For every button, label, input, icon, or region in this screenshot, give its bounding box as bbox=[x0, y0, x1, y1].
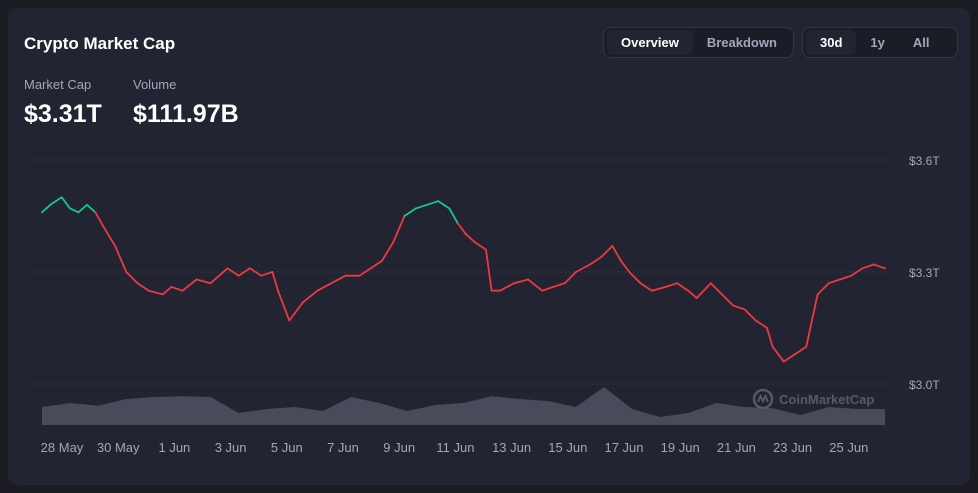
price-segment-down bbox=[652, 287, 666, 291]
x-tick-label: 28 May bbox=[41, 440, 84, 455]
price-segment-up bbox=[438, 201, 449, 208]
x-tick-label: 25 Jun bbox=[829, 440, 868, 455]
price-segment-down bbox=[393, 216, 404, 242]
price-segment-down bbox=[183, 280, 197, 291]
x-tick-label: 9 Jun bbox=[383, 440, 415, 455]
price-segment-down bbox=[733, 306, 744, 310]
price-segment-down bbox=[767, 328, 773, 347]
price-segment-down bbox=[486, 250, 492, 291]
price-segment-up bbox=[50, 197, 61, 205]
watermark: CoinMarketCap bbox=[752, 388, 874, 410]
price-segment-down bbox=[590, 257, 601, 264]
price-segment-down bbox=[104, 227, 115, 246]
x-tick-label: 5 Jun bbox=[271, 440, 303, 455]
price-segment-down bbox=[851, 268, 862, 275]
x-tick-label: 1 Jun bbox=[158, 440, 190, 455]
x-tick-label: 3 Jun bbox=[215, 440, 247, 455]
price-segment-down bbox=[863, 265, 874, 269]
price-segment-down bbox=[711, 283, 722, 294]
x-tick-label: 13 Jun bbox=[492, 440, 531, 455]
price-segment-down bbox=[621, 261, 629, 272]
price-segment-down bbox=[149, 291, 163, 295]
x-tick-label: 11 Jun bbox=[436, 440, 474, 455]
watermark-text: CoinMarketCap bbox=[779, 392, 874, 407]
price-segment-up bbox=[427, 201, 438, 205]
x-tick-label: 30 May bbox=[97, 440, 140, 455]
price-segment-up bbox=[449, 209, 458, 224]
price-segment-down bbox=[138, 283, 149, 291]
price-segment-down bbox=[197, 280, 211, 284]
price-segment-down bbox=[126, 272, 137, 283]
price-segment-down bbox=[163, 287, 172, 295]
price-segment-down bbox=[722, 294, 733, 305]
price-segment-down bbox=[840, 276, 851, 280]
price-segment-down bbox=[641, 283, 652, 291]
price-segment-up bbox=[70, 209, 78, 213]
price-segment-down bbox=[250, 268, 261, 275]
price-segment-up bbox=[416, 205, 427, 209]
price-segment-down bbox=[500, 283, 514, 291]
x-tick-label: 15 Jun bbox=[548, 440, 587, 455]
price-segment-down bbox=[688, 291, 696, 298]
price-segment-down bbox=[542, 287, 553, 291]
price-segment-down bbox=[261, 272, 272, 276]
price-segment-down bbox=[317, 283, 331, 291]
price-segment-down bbox=[601, 246, 612, 257]
price-segment-down bbox=[95, 212, 103, 227]
price-segment-down bbox=[466, 235, 474, 242]
y-tick-label: $3.0T bbox=[909, 378, 940, 392]
x-tick-label: 17 Jun bbox=[604, 440, 643, 455]
price-segment-down bbox=[239, 268, 250, 275]
price-segment-down bbox=[745, 309, 756, 320]
coinmarketcap-logo-icon bbox=[752, 388, 774, 410]
x-tick-label: 19 Jun bbox=[661, 440, 700, 455]
price-segment-down bbox=[784, 354, 795, 362]
price-segment-down bbox=[666, 283, 677, 287]
price-segment-down bbox=[612, 246, 621, 261]
price-segment-down bbox=[171, 287, 182, 291]
price-segment-down bbox=[677, 283, 688, 291]
price-segment-up bbox=[87, 205, 95, 213]
price-segment-down bbox=[773, 347, 784, 362]
price-segment-down bbox=[697, 283, 711, 298]
price-segment-down bbox=[331, 276, 345, 284]
price-segment-down bbox=[576, 265, 590, 273]
price-segment-down bbox=[458, 224, 466, 235]
x-tick-label: 21 Jun bbox=[717, 440, 756, 455]
price-segment-down bbox=[553, 283, 564, 287]
y-tick-label: $3.6T bbox=[909, 154, 940, 168]
x-tick-label: 7 Jun bbox=[327, 440, 359, 455]
x-tick-label: 23 Jun bbox=[773, 440, 812, 455]
price-segment-up bbox=[62, 197, 70, 208]
price-segment-up bbox=[79, 205, 88, 213]
price-segment-down bbox=[303, 291, 317, 302]
price-segment-up bbox=[42, 205, 50, 213]
price-segment-down bbox=[289, 302, 303, 321]
price-segment-down bbox=[382, 242, 393, 261]
price-segment-down bbox=[115, 246, 126, 272]
price-segment-up bbox=[405, 209, 416, 217]
price-segment-down bbox=[874, 265, 885, 269]
price-segment-down bbox=[514, 280, 528, 284]
y-tick-label: $3.3T bbox=[909, 266, 940, 280]
price-segment-down bbox=[795, 347, 806, 354]
price-segment-down bbox=[371, 261, 382, 269]
price-segment-down bbox=[629, 272, 640, 283]
price-segment-down bbox=[528, 280, 542, 291]
price-segment-down bbox=[211, 268, 228, 283]
price-segment-down bbox=[278, 291, 289, 321]
price-segment-down bbox=[829, 280, 840, 284]
price-segment-down bbox=[565, 272, 576, 283]
price-segment-down bbox=[818, 283, 829, 294]
price-segment-down bbox=[756, 321, 767, 329]
price-segment-down bbox=[272, 272, 278, 291]
price-segment-down bbox=[806, 294, 817, 346]
price-segment-down bbox=[475, 242, 486, 250]
